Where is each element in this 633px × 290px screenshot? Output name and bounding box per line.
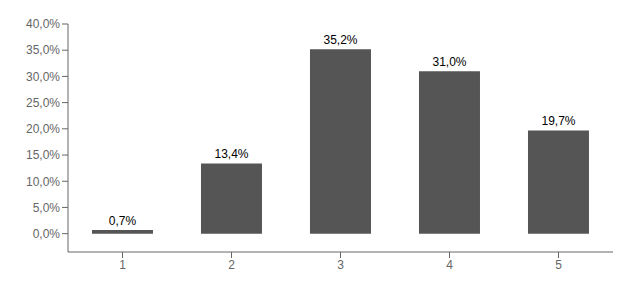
svg-text:5,0%: 5,0% bbox=[33, 201, 61, 215]
svg-text:1: 1 bbox=[119, 258, 126, 272]
svg-text:31,0%: 31,0% bbox=[432, 55, 466, 69]
svg-text:0,0%: 0,0% bbox=[33, 227, 61, 241]
svg-text:15,0%: 15,0% bbox=[26, 148, 60, 162]
svg-text:20,0%: 20,0% bbox=[26, 122, 60, 136]
svg-text:40,0%: 40,0% bbox=[26, 17, 60, 31]
svg-text:25,0%: 25,0% bbox=[26, 96, 60, 110]
svg-text:3: 3 bbox=[337, 258, 344, 272]
svg-text:30,0%: 30,0% bbox=[26, 70, 60, 84]
svg-text:4: 4 bbox=[446, 258, 453, 272]
svg-text:2: 2 bbox=[228, 258, 235, 272]
svg-text:35,0%: 35,0% bbox=[26, 43, 60, 57]
svg-text:5: 5 bbox=[555, 258, 562, 272]
svg-text:13,4%: 13,4% bbox=[214, 147, 248, 161]
svg-text:35,2%: 35,2% bbox=[323, 33, 357, 47]
svg-text:19,7%: 19,7% bbox=[541, 114, 575, 128]
svg-text:10,0%: 10,0% bbox=[26, 175, 60, 189]
svg-text:0,7%: 0,7% bbox=[109, 214, 137, 228]
